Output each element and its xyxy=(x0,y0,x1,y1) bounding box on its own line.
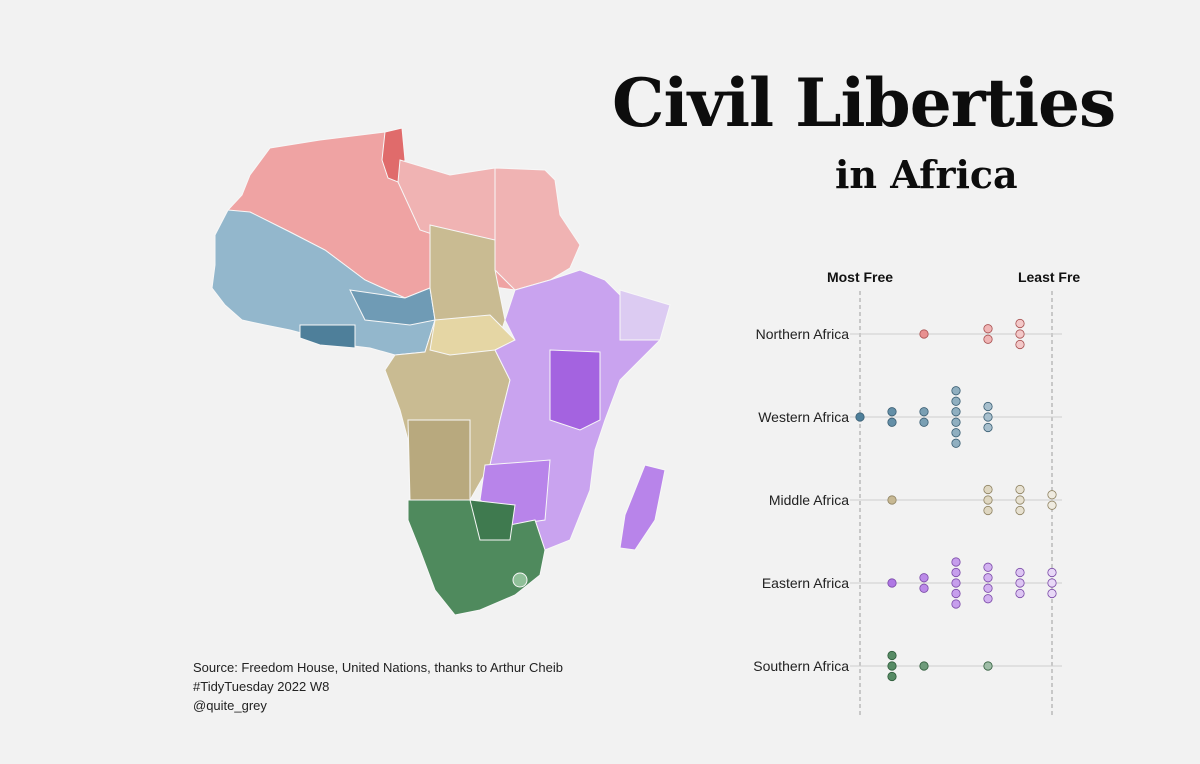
civil-liberties-dot-chart: Most Free Least Free Northern Africa West… xyxy=(753,269,1080,717)
data-point xyxy=(951,567,961,578)
source-caption: Source: Freedom House, United Nations, t… xyxy=(193,658,563,715)
chart-title: Civil Liberties xyxy=(612,64,1116,142)
chart-row: Middle Africa xyxy=(769,484,1062,516)
data-point xyxy=(887,578,897,588)
data-point xyxy=(951,588,961,599)
data-point xyxy=(983,505,993,516)
data-point xyxy=(983,484,993,495)
data-point xyxy=(983,401,993,412)
data-point xyxy=(919,583,929,593)
chart-row: Western Africa xyxy=(758,386,1062,448)
axis-label-most-free: Most Free xyxy=(827,269,893,285)
data-point xyxy=(919,417,929,427)
region-label: Northern Africa xyxy=(756,326,850,342)
data-point xyxy=(919,329,929,339)
data-point xyxy=(983,661,993,671)
caption-line-author: @quite_grey xyxy=(193,698,267,713)
data-point xyxy=(1015,339,1025,350)
caption-line-source: Source: Freedom House, United Nations, t… xyxy=(193,660,563,675)
chart-rows: Northern Africa Western Africa Middle Afri… xyxy=(753,318,1062,682)
data-point xyxy=(1015,567,1025,578)
data-point xyxy=(983,594,993,604)
chart-row: Eastern Africa xyxy=(762,557,1062,609)
data-point xyxy=(919,407,929,417)
data-point xyxy=(983,562,993,572)
data-point xyxy=(1015,505,1025,516)
region-label: Western Africa xyxy=(758,409,849,425)
chart-row: Northern Africa xyxy=(756,318,1062,350)
data-point xyxy=(983,422,993,433)
data-point xyxy=(1047,578,1057,588)
data-point xyxy=(951,557,961,567)
data-point xyxy=(1015,484,1025,495)
data-point xyxy=(1015,578,1025,588)
data-point xyxy=(919,661,929,671)
data-point xyxy=(855,412,865,422)
chart-row: Southern Africa xyxy=(753,650,1062,682)
data-point xyxy=(1015,318,1025,329)
data-point xyxy=(983,412,993,422)
data-point xyxy=(887,661,897,671)
data-point xyxy=(887,407,897,417)
data-point xyxy=(887,671,897,682)
data-point xyxy=(951,599,961,609)
data-point xyxy=(983,583,993,593)
data-point xyxy=(983,495,993,505)
data-point xyxy=(951,438,961,448)
data-point xyxy=(1015,588,1025,599)
caption-line-tag: #TidyTuesday 2022 W8 xyxy=(193,679,330,694)
data-point xyxy=(951,428,961,438)
data-point xyxy=(1047,588,1057,599)
data-point xyxy=(1047,490,1057,500)
chart-subtitle: in Africa xyxy=(835,152,1018,197)
map-region-middle xyxy=(384,224,516,501)
data-point xyxy=(1047,500,1057,510)
data-point xyxy=(951,396,961,406)
data-point xyxy=(1047,567,1057,578)
data-point xyxy=(887,650,897,661)
data-point xyxy=(983,573,993,583)
data-point xyxy=(1015,329,1025,339)
data-point xyxy=(951,578,961,588)
data-point xyxy=(1015,495,1025,505)
axis-label-least-free: Least Free xyxy=(1018,269,1080,285)
data-point xyxy=(983,324,993,334)
region-label: Middle Africa xyxy=(769,492,849,508)
data-point xyxy=(919,573,929,583)
map-region-eastern xyxy=(479,269,671,551)
data-point xyxy=(951,386,961,396)
africa-map xyxy=(211,127,671,616)
data-point xyxy=(951,417,961,427)
map-region-western xyxy=(211,209,436,356)
region-label: Southern Africa xyxy=(753,658,849,674)
data-point xyxy=(951,407,961,417)
data-point xyxy=(983,334,993,344)
map-region-southern xyxy=(407,499,546,616)
region-label: Eastern Africa xyxy=(762,575,849,591)
data-point xyxy=(887,417,897,427)
data-point xyxy=(887,495,897,505)
